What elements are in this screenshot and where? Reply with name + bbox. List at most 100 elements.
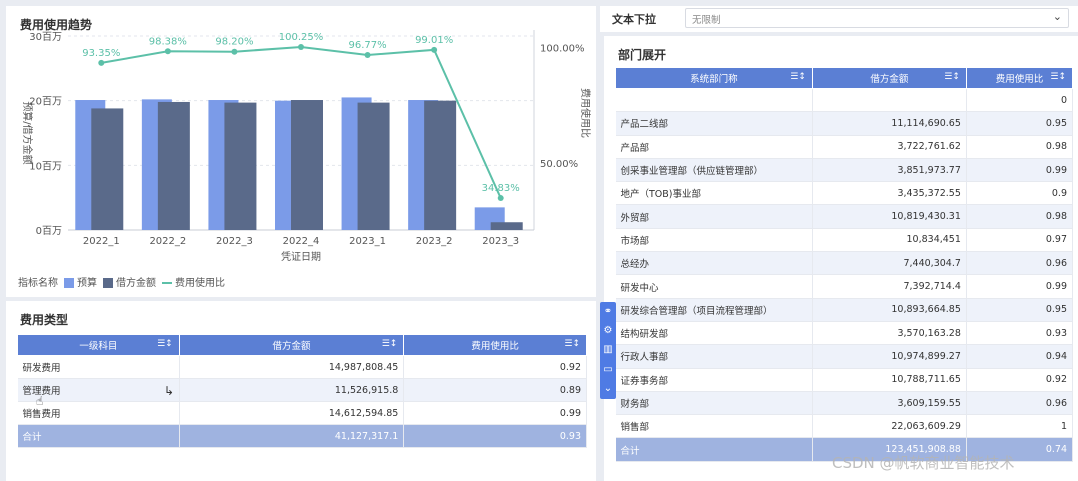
table-cell: 10,788,711.65 (812, 368, 967, 392)
table-cell: 市场部 (615, 228, 813, 253)
table-cell: 0.95 (966, 111, 1074, 136)
settings-icon[interactable]: ⚙ (603, 325, 613, 337)
sort-icon[interactable]: ☰↕ (790, 72, 806, 82)
col-header-debit[interactable]: 借方金额 ☰↕ (178, 334, 405, 356)
table-row[interactable]: 结构研发部 3,570,163.28 0.93 (615, 321, 1074, 346)
legend-item-budget[interactable]: 预算 (64, 274, 97, 289)
table-row[interactable]: 财务部 3,609,159.55 0.96 (615, 391, 1074, 416)
table-cell: 1 (966, 414, 1074, 439)
x-tick-label: 2022_1 (83, 236, 120, 247)
table-cell: 3,851,973.77 (812, 158, 967, 183)
table-row[interactable]: 研发中心 7,392,714.4 0.99 (615, 274, 1074, 299)
table-row[interactable]: 销售费用 14,612,594.85 0.99 (17, 401, 587, 425)
table-cell: 10,834,451 (812, 228, 967, 253)
legend-item-debit[interactable]: 借方金额 (103, 274, 156, 289)
table-row[interactable]: 管理费用 11,526,915.8 0.89 (17, 378, 587, 402)
table-cell: 3,570,163.28 (812, 321, 967, 346)
table-cell: 0.98 (966, 135, 1074, 159)
table-row[interactable]: 产品部 3,722,761.62 0.98 (615, 135, 1074, 159)
table-row[interactable]: 总经办 7,440,304.7 0.96 (615, 251, 1074, 276)
ratio-data-label: 98.38% (149, 36, 187, 47)
table-row[interactable]: 证券事务部 10,788,711.65 0.92 (615, 368, 1074, 392)
table-cell: 7,392,714.4 (812, 274, 967, 299)
bar-debit (291, 100, 323, 231)
table-cell (812, 88, 967, 113)
legend-title: 指标名称 (18, 278, 58, 289)
table-row[interactable]: 产品二线部 11,114,690.65 0.95 (615, 111, 1074, 136)
table-cell: 14,612,594.85 (179, 401, 405, 425)
table-row[interactable]: 研发费用 14,987,808.45 0.92 (17, 355, 587, 379)
watermark: CSDN @帆软商业智能技术 (832, 454, 1015, 472)
link-icon[interactable]: ⚭ (603, 305, 613, 317)
x-tick-label: 2023_1 (349, 236, 386, 247)
table-cell: 0.92 (403, 355, 587, 379)
bar-debit (157, 101, 190, 231)
ratio-point (497, 195, 504, 202)
total-row: 合计 41,127,317.1 0.93 (17, 424, 587, 448)
sort-icon[interactable]: ☰↕ (381, 339, 398, 349)
ratio-point (98, 59, 105, 66)
table-row[interactable]: 地产（TOB)事业部 3,435,372.55 0.9 (615, 181, 1074, 206)
x-tick-label: 2022_2 (149, 236, 186, 247)
y-axis-title: 预算/借方金额 (21, 101, 34, 164)
table-cell: 销售费用 (17, 401, 180, 425)
ratio-point (298, 43, 304, 50)
sort-icon[interactable]: ☰↕ (944, 72, 960, 82)
table-cell: 研发中心 (615, 274, 813, 299)
text-dropdown[interactable]: 无限制 ⌄ (685, 8, 1069, 28)
chevron-down-icon[interactable]: ⌄ (603, 383, 613, 395)
sort-icon[interactable]: ☰↕ (157, 339, 173, 349)
table-cell: 10,893,664.85 (812, 298, 967, 322)
y-tick-label: 30百万 (29, 31, 62, 43)
ratio-point (164, 48, 171, 55)
total-cell: 0.74 (966, 437, 1074, 462)
x-axis-title: 凭证日期 (281, 250, 321, 263)
bar-debit (91, 108, 124, 230)
col-header-debit[interactable]: 借方金额 ☰↕ (811, 67, 967, 89)
col-header-dept[interactable]: 系统部门称 ☰↕ (615, 67, 813, 89)
sort-icon[interactable]: ☰↕ (1050, 72, 1066, 82)
drill-icon[interactable]: ↳ (164, 384, 175, 398)
table-cell: 证券事务部 (615, 368, 813, 392)
table-cell: 研发费用 (17, 355, 180, 379)
table-row[interactable]: 市场部 10,834,451 0.97 (615, 228, 1074, 253)
table-row[interactable]: 销售部 22,063,609.29 1 (615, 414, 1074, 439)
ratio-data-label: 93.35% (82, 48, 120, 59)
comment-icon[interactable]: ▭ (603, 363, 613, 375)
table-row[interactable]: 创采事业管理部（供应链管理部） 3,851,973.77 0.99 (615, 158, 1074, 183)
department-title: 部门展开 (618, 48, 667, 62)
table-row[interactable]: 0 (615, 88, 1074, 113)
table-cell: 研发综合管理部（项目流程管理部） (615, 298, 813, 322)
table-row[interactable]: 行政人事部 10,974,899.27 0.94 (615, 344, 1074, 369)
table-cell: 财务部 (615, 391, 813, 416)
table-row[interactable]: 外贸部 10,819,430.31 0.98 (615, 204, 1074, 229)
col-header-ratio[interactable]: 费用使用比 ☰↕ (403, 334, 587, 356)
legend-item-ratio[interactable]: 费用使用比 (162, 274, 225, 289)
table-cell: 0.99 (966, 274, 1074, 299)
table-cell: 0.96 (966, 251, 1074, 276)
y-tick-label: 10百万 (29, 160, 62, 172)
x-tick-label: 2022_4 (283, 236, 320, 247)
department-table: 系统部门称 ☰↕ 借方金额 ☰↕ 费用使用比 ☰↕ 0 产品二线部 11,114,690.… (615, 67, 1074, 462)
table-cell: 地产（TOB)事业部 (615, 181, 813, 206)
sort-icon[interactable]: ☰↕ (564, 339, 580, 349)
table-cell: 产品部 (615, 135, 813, 159)
filter-bar: 文本下拉 无限制 ⌄ (600, 6, 1078, 32)
table-cell: 0.92 (966, 368, 1074, 392)
ratio-data-label: 98.20% (215, 37, 253, 48)
col-header-account[interactable]: 一级科目 ☰↕ (17, 334, 180, 356)
total-cell: 0.93 (403, 424, 587, 448)
table-cell: 产品二线部 (615, 111, 813, 136)
table-cell: 管理费用 (17, 378, 180, 402)
bars-icon[interactable]: ▥ (603, 344, 613, 356)
total-row: 合计 123,451,908.88 0.74 (615, 437, 1074, 462)
table-cell: 0.99 (966, 158, 1074, 183)
table-cell: 0.89 (403, 378, 587, 402)
hand-cursor-icon: ☝ (36, 394, 44, 408)
y2-axis-title: 费用使用比 (579, 88, 592, 138)
table-cell: 总经办 (615, 251, 813, 276)
table-cell: 11,114,690.65 (812, 111, 967, 136)
table-row[interactable]: 研发综合管理部（项目流程管理部） 10,893,664.85 0.95 (615, 298, 1074, 322)
col-header-ratio[interactable]: 费用使用比 ☰↕ (965, 67, 1074, 89)
table-cell: 0.94 (966, 344, 1074, 369)
